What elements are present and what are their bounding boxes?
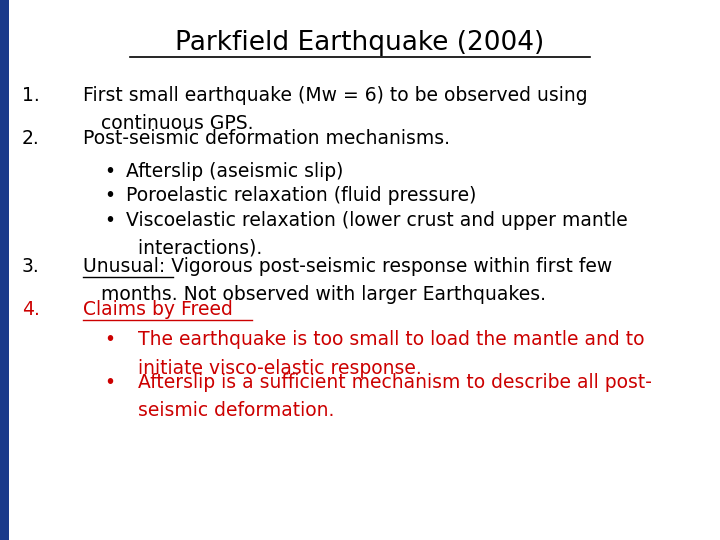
Text: Parkfield Earthquake (2004): Parkfield Earthquake (2004) xyxy=(176,30,544,56)
Text: Post-seismic deformation mechanisms.: Post-seismic deformation mechanisms. xyxy=(83,129,450,147)
Text: Poroelastic relaxation (fluid pressure): Poroelastic relaxation (fluid pressure) xyxy=(126,186,477,205)
Text: •: • xyxy=(104,330,115,349)
Text: •: • xyxy=(104,162,115,181)
Text: continuous GPS.: continuous GPS. xyxy=(83,114,253,133)
Text: 2.: 2. xyxy=(22,129,40,147)
Text: The earthquake is too small to load the mantle and to: The earthquake is too small to load the … xyxy=(126,330,644,349)
Text: Viscoelastic relaxation (lower crust and upper mantle: Viscoelastic relaxation (lower crust and… xyxy=(126,211,628,229)
Text: Afterslip is a sufficient mechanism to describe all post-: Afterslip is a sufficient mechanism to d… xyxy=(126,373,652,392)
Text: Claims by Freed: Claims by Freed xyxy=(83,300,233,319)
Text: seismic deformation.: seismic deformation. xyxy=(126,401,334,420)
Text: 3.: 3. xyxy=(22,256,40,275)
Text: initiate visco-elastic response.: initiate visco-elastic response. xyxy=(126,359,422,377)
Text: Unusual: Vigorous post-seismic response within first few: Unusual: Vigorous post-seismic response … xyxy=(83,256,612,275)
Text: interactions).: interactions). xyxy=(126,239,262,258)
Text: 1.: 1. xyxy=(22,86,40,105)
Text: •: • xyxy=(104,211,115,229)
Text: •: • xyxy=(104,186,115,205)
Text: months. Not observed with larger Earthquakes.: months. Not observed with larger Earthqu… xyxy=(83,285,546,303)
Text: 4.: 4. xyxy=(22,300,40,319)
Text: Afterslip (aseismic slip): Afterslip (aseismic slip) xyxy=(126,162,343,181)
Text: •: • xyxy=(104,373,115,392)
Bar xyxy=(0,0,9,540)
Text: First small earthquake (Mw = 6) to be observed using: First small earthquake (Mw = 6) to be ob… xyxy=(83,86,588,105)
